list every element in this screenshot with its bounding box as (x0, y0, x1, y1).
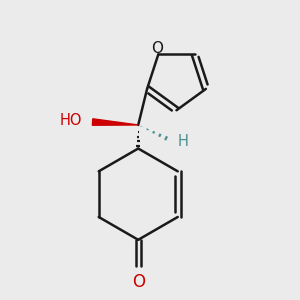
Text: HO: HO (60, 113, 82, 128)
Text: O: O (132, 273, 145, 291)
Text: H: H (177, 134, 188, 149)
Text: O: O (151, 41, 163, 56)
Polygon shape (92, 119, 138, 125)
